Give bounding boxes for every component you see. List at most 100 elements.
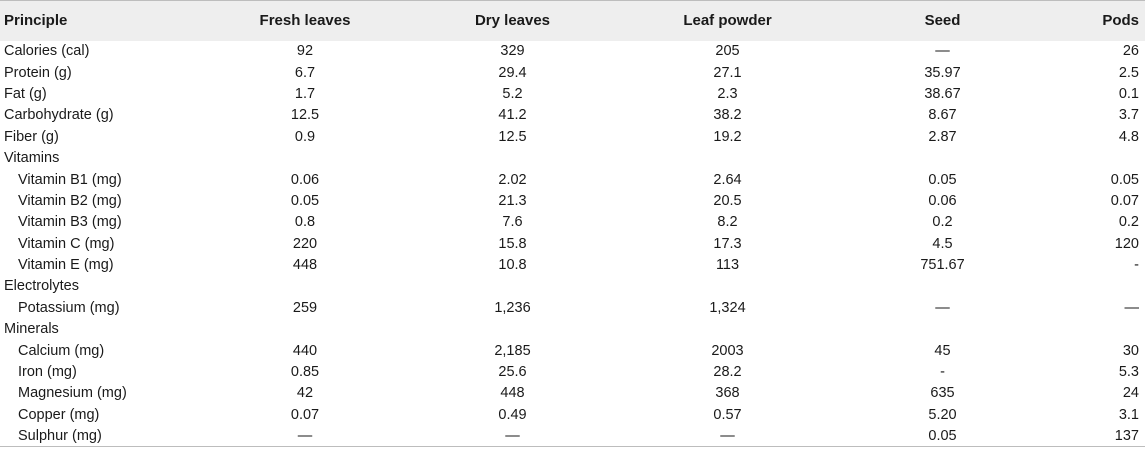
cell-leaf-powder: 28.2 bbox=[713, 364, 742, 381]
cell-pods: 4.8 bbox=[1118, 128, 1139, 145]
nutrition-table: Principle Fresh leaves Dry leaves Leaf p… bbox=[0, 0, 1145, 448]
cell-dry-leaves: — bbox=[405, 425, 620, 448]
cell-leaf-powder: 27.1 bbox=[713, 64, 742, 81]
cell-dry-leaves: 10.8 bbox=[498, 257, 527, 274]
cell-dry-leaves: 448 bbox=[500, 385, 525, 402]
cell-leaf-powder bbox=[620, 319, 835, 340]
cell-pods: 26 bbox=[1122, 43, 1139, 60]
cell-pods bbox=[1050, 276, 1145, 297]
cell-fresh-leaves: 0.06 bbox=[290, 171, 320, 188]
cell-fresh-leaves: 0.8 bbox=[294, 214, 316, 231]
table-header: Principle Fresh leaves Dry leaves Leaf p… bbox=[0, 0, 1145, 41]
cell-fresh-leaves: 440 bbox=[292, 342, 318, 359]
cell-seed: 0.06 bbox=[928, 192, 957, 209]
row-label: Vitamin E (mg) bbox=[18, 257, 114, 274]
table-row: Electrolytes bbox=[0, 276, 1145, 297]
row-label: Vitamin B3 (mg) bbox=[18, 214, 122, 231]
row-label: Minerals bbox=[4, 321, 59, 338]
cell-fresh-leaves: 220 bbox=[292, 235, 318, 252]
row-label: Fat (g) bbox=[4, 85, 47, 102]
cell-fresh-leaves: 259 bbox=[292, 299, 318, 316]
cell-fresh-leaves: 42 bbox=[296, 385, 314, 402]
table-row: Vitamin E (mg) 448 10.8 113 751.67 - bbox=[0, 254, 1145, 275]
header-pods: Pods bbox=[1102, 12, 1139, 30]
row-label: Copper (mg) bbox=[18, 406, 100, 423]
row-label: Potassium (mg) bbox=[18, 299, 120, 316]
row-label: Vitamins bbox=[4, 150, 60, 167]
cell-seed: 2.87 bbox=[928, 128, 957, 145]
table-row: Vitamin B2 (mg) 0.05 21.3 20.5 0.06 0.07 bbox=[0, 190, 1145, 211]
cell-seed: 45 bbox=[934, 342, 951, 359]
nutrition-table-container: Principle Fresh leaves Dry leaves Leaf p… bbox=[0, 0, 1145, 448]
row-label: Calories (cal) bbox=[4, 43, 90, 60]
table-row: Potassium (mg) 259 1,236 1,324 — — bbox=[0, 297, 1145, 318]
cell-leaf-powder: 113 bbox=[715, 257, 740, 274]
cell-leaf-powder: 2.3 bbox=[717, 85, 738, 102]
table-row: Minerals bbox=[0, 319, 1145, 340]
cell-pods bbox=[1050, 147, 1145, 168]
cell-fresh-leaves: 12.5 bbox=[290, 107, 320, 124]
cell-leaf-powder: 17.3 bbox=[713, 235, 742, 252]
cell-leaf-powder: 1,324 bbox=[709, 299, 746, 316]
table-row: Vitamin B3 (mg) 0.8 7.6 8.2 0.2 0.2 bbox=[0, 212, 1145, 233]
cell-seed: - bbox=[940, 364, 945, 381]
header-row: Principle Fresh leaves Dry leaves Leaf p… bbox=[0, 0, 1145, 41]
cell-fresh-leaves: 92 bbox=[296, 43, 314, 60]
cell-leaf-powder: 38.2 bbox=[713, 107, 742, 124]
row-label: Carbohydrate (g) bbox=[4, 107, 114, 124]
header-fresh-leaves: Fresh leaves bbox=[259, 12, 351, 30]
cell-pods bbox=[1050, 319, 1145, 340]
cell-pods: 0.2 bbox=[1118, 214, 1139, 231]
row-label: Fiber (g) bbox=[4, 128, 59, 145]
cell-pods: 5.3 bbox=[1118, 364, 1139, 381]
cell-dry-leaves: 0.49 bbox=[498, 406, 527, 423]
cell-seed: — bbox=[935, 43, 950, 60]
row-label: Protein (g) bbox=[4, 64, 72, 81]
cell-dry-leaves: 29.4 bbox=[498, 64, 527, 81]
cell-fresh-leaves bbox=[205, 319, 405, 340]
cell-leaf-powder: 0.57 bbox=[713, 406, 742, 423]
cell-pods: 2.5 bbox=[1118, 64, 1139, 81]
cell-seed: 0.2 bbox=[932, 214, 953, 231]
cell-leaf-powder: — bbox=[620, 425, 835, 448]
table-row: Fat (g) 1.7 5.2 2.3 38.67 0.1 bbox=[0, 83, 1145, 104]
cell-fresh-leaves: 448 bbox=[292, 257, 318, 274]
cell-fresh-leaves: 0.85 bbox=[290, 364, 320, 381]
cell-seed bbox=[835, 276, 1050, 297]
cell-dry-leaves bbox=[405, 276, 620, 297]
cell-dry-leaves bbox=[405, 147, 620, 168]
cell-pods: — bbox=[1124, 299, 1140, 316]
cell-dry-leaves: 2,185 bbox=[494, 342, 531, 359]
cell-fresh-leaves bbox=[205, 276, 405, 297]
cell-dry-leaves: 41.2 bbox=[498, 107, 527, 124]
table-body: Calories (cal) 92 329 205 — 26 Protein (g) 6.7 2… bbox=[0, 41, 1145, 448]
cell-dry-leaves: 7.6 bbox=[502, 214, 523, 231]
cell-fresh-leaves: 0.05 bbox=[290, 192, 320, 209]
table-row: Calories (cal) 92 329 205 — 26 bbox=[0, 41, 1145, 62]
cell-fresh-leaves: 6.7 bbox=[294, 64, 316, 81]
row-label: Vitamin C (mg) bbox=[18, 235, 115, 252]
cell-pods: 3.1 bbox=[1118, 406, 1139, 423]
table-row: Copper (mg) 0.07 0.49 0.57 5.20 3.1 bbox=[0, 404, 1145, 425]
cell-seed: 38.67 bbox=[924, 85, 961, 102]
row-label: Iron (mg) bbox=[18, 364, 77, 381]
cell-fresh-leaves: — bbox=[205, 425, 405, 448]
table-row: Iron (mg) 0.85 25.6 28.2 - 5.3 bbox=[0, 361, 1145, 382]
row-label: Vitamin B1 (mg) bbox=[18, 171, 122, 188]
cell-leaf-powder: 2003 bbox=[711, 342, 744, 359]
cell-dry-leaves: 1,236 bbox=[494, 299, 531, 316]
row-label: Magnesium (mg) bbox=[18, 385, 127, 402]
cell-seed: 4.5 bbox=[932, 235, 953, 252]
cell-leaf-powder: 8.2 bbox=[717, 214, 738, 231]
cell-seed bbox=[835, 147, 1050, 168]
cell-leaf-powder: 368 bbox=[715, 385, 740, 402]
cell-seed: 0.05 bbox=[928, 171, 957, 188]
cell-pods: - bbox=[1134, 257, 1139, 274]
cell-dry-leaves: 5.2 bbox=[502, 85, 523, 102]
cell-fresh-leaves: 1.7 bbox=[294, 85, 316, 102]
table-row: Sulphur (mg) — — —0.05 137 bbox=[0, 425, 1145, 448]
cell-seed: 635 bbox=[930, 385, 955, 402]
table-row: Vitamins bbox=[0, 147, 1145, 168]
table-row: Protein (g) 6.7 29.4 27.1 35.97 2.5 bbox=[0, 62, 1145, 83]
header-leaf-powder: Leaf powder bbox=[683, 12, 772, 30]
